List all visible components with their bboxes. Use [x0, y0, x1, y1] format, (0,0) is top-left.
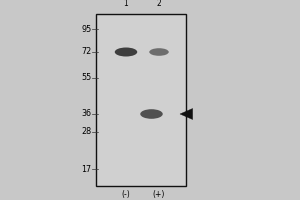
Ellipse shape	[115, 47, 137, 56]
Text: 36: 36	[82, 110, 92, 118]
Text: 95: 95	[81, 24, 92, 33]
Text: (+): (+)	[153, 190, 165, 200]
Text: 2: 2	[157, 0, 161, 8]
Text: 28: 28	[81, 128, 92, 136]
Text: 72: 72	[81, 47, 92, 56]
Ellipse shape	[140, 109, 163, 119]
Polygon shape	[180, 109, 193, 119]
Text: 17: 17	[81, 164, 92, 173]
Text: 1: 1	[124, 0, 128, 8]
Text: (-): (-)	[122, 190, 130, 200]
Text: 55: 55	[81, 73, 92, 82]
Bar	[96, 14, 186, 186]
Ellipse shape	[149, 48, 169, 56]
